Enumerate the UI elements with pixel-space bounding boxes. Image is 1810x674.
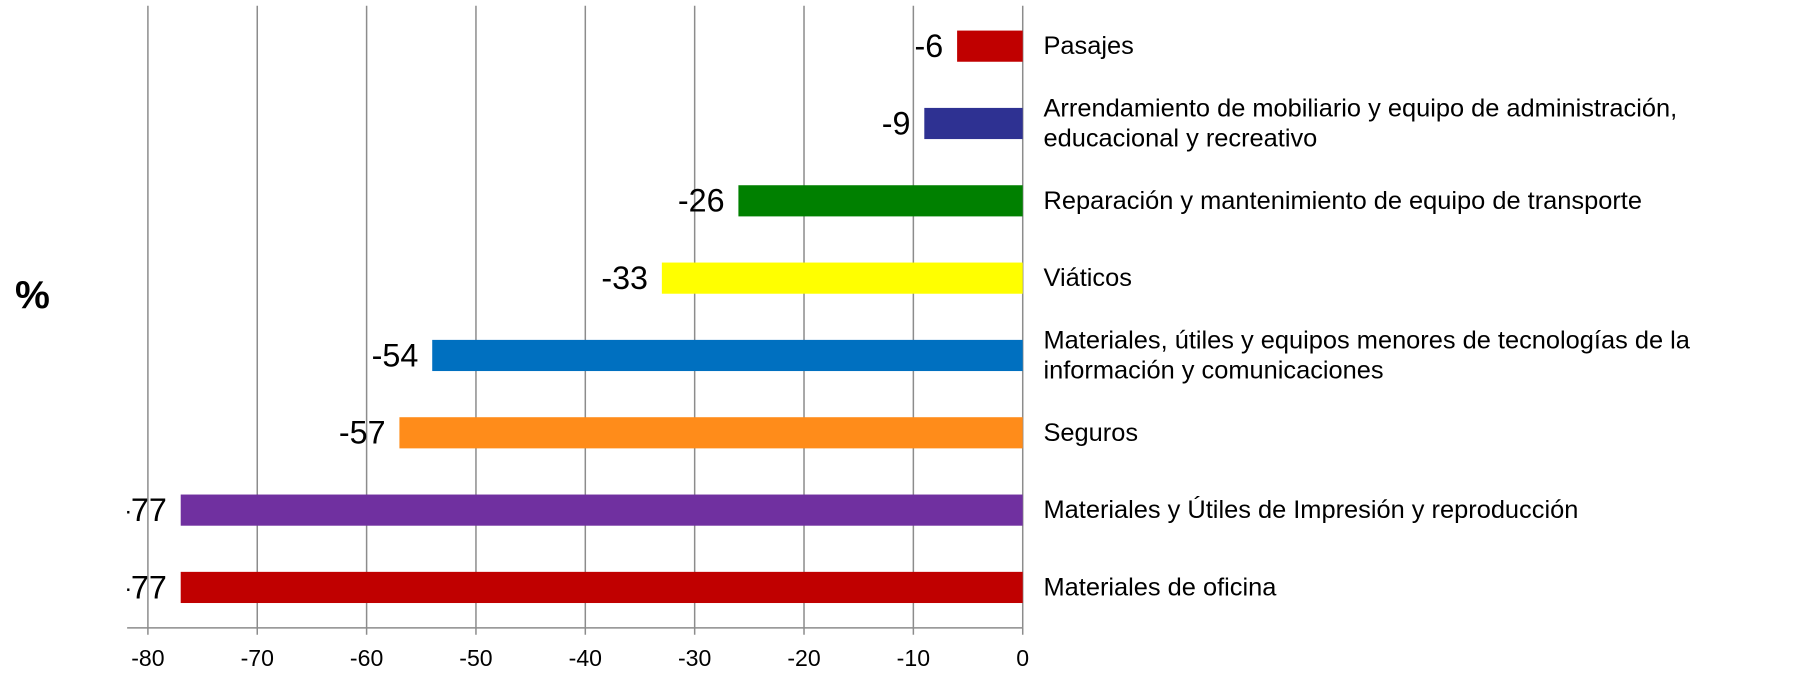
category-label: Pasajes [1043, 30, 1134, 60]
data-label: -54 [372, 337, 419, 373]
category-label-box: Viáticos [1043, 262, 1132, 292]
category-label-box: Pasajes [1043, 30, 1134, 60]
x-tick-label: 0 [1016, 645, 1029, 671]
category-label-box: Materiales y Útiles de Impresión y repro… [1043, 494, 1579, 524]
category-label: Seguros [1043, 417, 1139, 447]
data-label: -77 [120, 569, 167, 605]
category-label-box: Reparación y mantenimiento de equipo de … [1043, 185, 1642, 215]
x-tick-label: -30 [678, 645, 711, 671]
x-tick-label: -80 [131, 645, 164, 671]
bar [180, 494, 1023, 526]
bar [661, 262, 1023, 294]
data-label: -77 [120, 492, 167, 528]
category-label: Materiales, útiles y equipos menores de … [1043, 325, 1690, 385]
category-label: Viáticos [1043, 262, 1132, 292]
x-tick-label: -20 [787, 645, 820, 671]
x-tick-label: -10 [897, 645, 930, 671]
category-label: Materiales y Útiles de Impresión y repro… [1043, 494, 1579, 524]
category-label: Arrendamiento de mobiliario y equipo de … [1043, 93, 1678, 153]
category-label-box: Seguros [1043, 417, 1139, 447]
data-labels: -6 -9 -26 -33 -54 -57 -77 -77 [120, 28, 944, 605]
bar [738, 185, 1023, 217]
bar [924, 107, 1023, 140]
data-label: -26 [678, 183, 725, 219]
category-label-box: Arrendamiento de mobiliario y equipo de … [1043, 93, 1678, 153]
category-label-box: Materiales de oficina [1043, 572, 1277, 602]
x-tick-label: -70 [241, 645, 274, 671]
data-label: -57 [339, 415, 386, 451]
bar [957, 30, 1023, 62]
x-tick-label: -50 [459, 645, 492, 671]
bar [432, 339, 1023, 372]
x-tick-label: -60 [350, 645, 383, 671]
bar [399, 417, 1023, 449]
x-tick-label: -40 [569, 645, 602, 671]
category-label: Reparación y mantenimiento de equipo de … [1043, 185, 1642, 215]
bar [180, 571, 1023, 604]
data-label: -6 [915, 28, 944, 64]
category-label-box: Materiales, útiles y equipos menores de … [1043, 325, 1690, 385]
data-label: -33 [601, 260, 648, 296]
y-axis-label: % [15, 273, 50, 317]
category-label: Materiales de oficina [1043, 572, 1277, 602]
data-label: -9 [882, 105, 911, 141]
